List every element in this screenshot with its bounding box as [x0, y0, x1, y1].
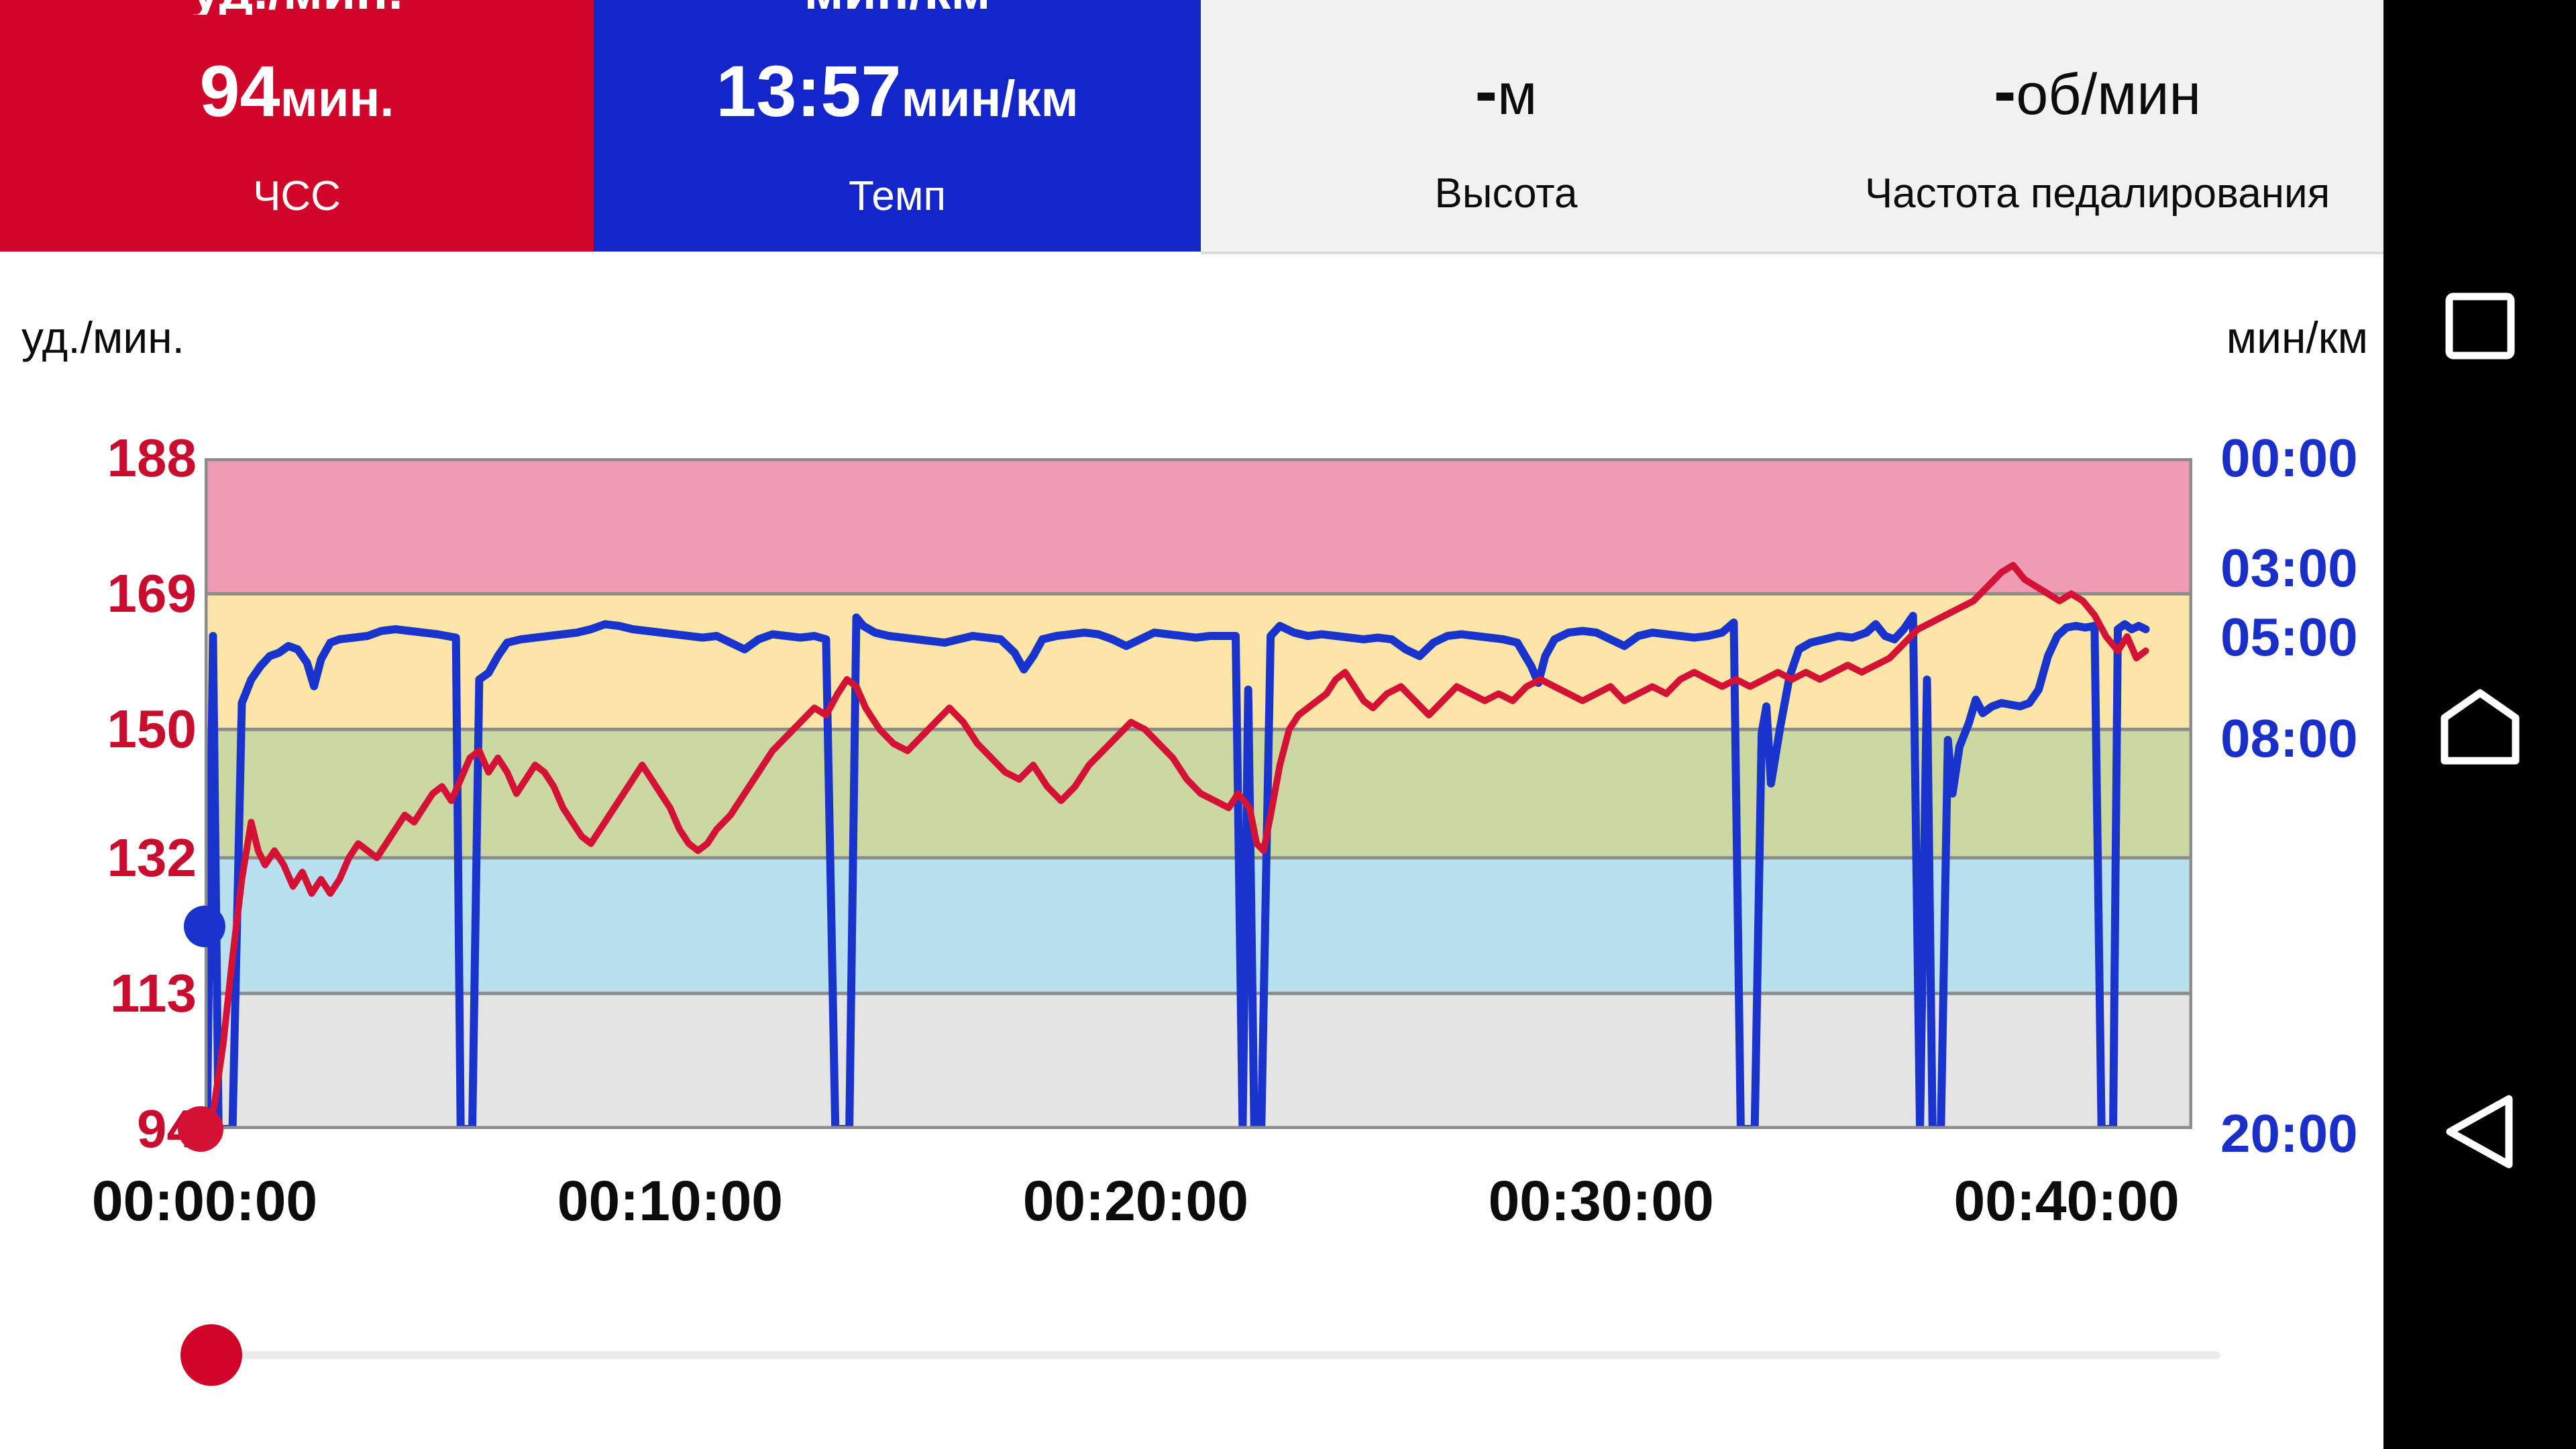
home-icon[interactable]: [2440, 687, 2520, 766]
zone-band-150-169: [205, 594, 2192, 730]
plot-border: [205, 458, 2192, 1129]
heart-rate-line-series: [205, 561, 2149, 1129]
metric-tabbar: уд./мин. 94мин. ЧСС мин/км 13:57мин/км Т…: [0, 0, 2383, 254]
cadence-unit: об/мин: [2016, 62, 2201, 127]
x-axis-tick-00:00:00: 00:00:00: [91, 1169, 318, 1232]
right-axis-tick-03:00: 03:00: [2220, 538, 2358, 598]
left-axis-tick-150: 150: [107, 699, 197, 759]
tab-pace-label: Темп: [848, 172, 947, 219]
left-axis-tick-132: 132: [107, 827, 197, 888]
heart-rate-value: 94: [199, 50, 280, 131]
recents-icon[interactable]: [2445, 292, 2515, 360]
left-axis-tick-188: 188: [107, 428, 197, 488]
tab-pace[interactable]: мин/км 13:57мин/км Темп: [594, 0, 1201, 252]
x-axis-tick-00:30:00: 00:30:00: [1488, 1169, 1714, 1232]
hr-cursor-dot: [178, 1106, 223, 1152]
right-axis-tick-08:00: 08:00: [2220, 708, 2358, 768]
left-axis-unit: уд./мин.: [21, 313, 185, 362]
tab-altitude[interactable]: -м Высота: [1201, 0, 1811, 254]
left-axis-tick-113: 113: [109, 963, 197, 1023]
tab-altitude-label: Высота: [1434, 170, 1578, 217]
pace-line-series: [205, 612, 2150, 1129]
right-axis-tick-05:00: 05:00: [2220, 607, 2358, 667]
clipped-top-text: уд./мин.: [0, 0, 594, 15]
x-axis-tick-00:20:00: 00:20:00: [1022, 1169, 1248, 1232]
hr-pace-chart[interactable]: [205, 458, 2192, 1129]
tab-heart-rate[interactable]: уд./мин. 94мин. ЧСС: [0, 0, 594, 252]
zone-gridlines: [205, 592, 2192, 996]
clipped-top-text: мин/км: [594, 0, 1201, 15]
cadence-readout: -об/мин: [1994, 58, 2201, 125]
tab-heart-rate-label: ЧСС: [253, 172, 341, 219]
heart-rate-unit: мин.: [280, 70, 394, 127]
timeline-slider-track[interactable]: [221, 1351, 2220, 1359]
timeline-slider-handle[interactable]: [180, 1324, 242, 1386]
x-axis-tick-00:40:00: 00:40:00: [1953, 1169, 2180, 1232]
right-axis-tick-20:00: 20:00: [2220, 1104, 2358, 1163]
cadence-value: -: [1994, 53, 2017, 129]
right-axis-tick-00:00: 00:00: [2220, 428, 2358, 488]
altitude-value: -: [1474, 53, 1498, 129]
heart-rate-readout: 94мин.: [199, 54, 394, 127]
zone-band-94-113: [205, 993, 2192, 1129]
left-axis-tick-169: 169: [107, 564, 197, 624]
right-axis-unit: мин/км: [2226, 313, 2368, 362]
zone-band-169-188: [205, 458, 2192, 594]
pace-readout: 13:57мин/км: [716, 54, 1079, 127]
training-zone-bands: [205, 458, 2192, 1129]
x-axis-tick-00:10:00: 00:10:00: [557, 1169, 784, 1232]
tab-cadence-label: Частота педалирования: [1864, 170, 2330, 217]
altitude-unit: м: [1497, 62, 1538, 127]
zone-band-113-132: [205, 857, 2192, 994]
pace-cursor-dot: [184, 905, 225, 947]
pace-value: 13:57: [716, 50, 902, 131]
altitude-readout: -м: [1475, 58, 1537, 125]
pace-unit: мин/км: [901, 70, 1079, 127]
android-navbar: [2383, 0, 2576, 1449]
back-icon[interactable]: [2445, 1093, 2515, 1170]
tab-cadence[interactable]: -об/мин Частота педалирования: [1811, 0, 2383, 254]
